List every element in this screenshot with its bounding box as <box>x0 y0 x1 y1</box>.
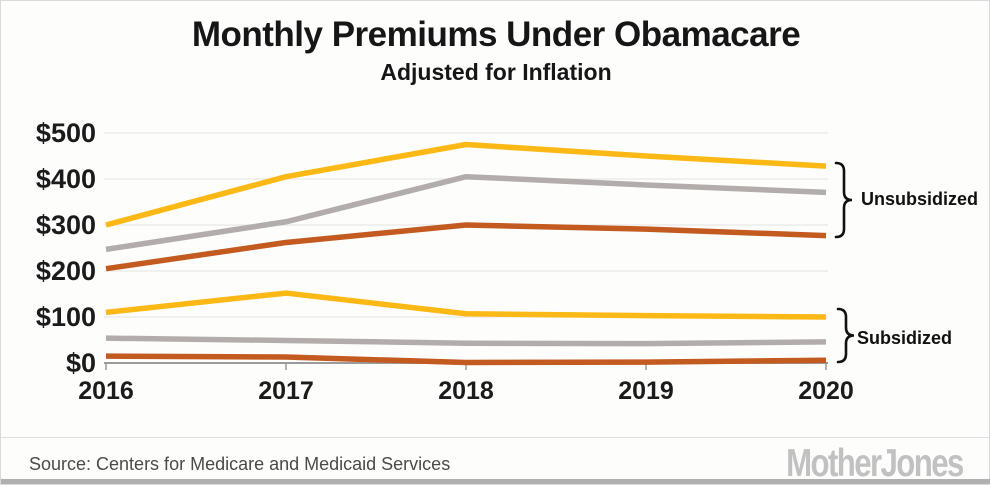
subsidized-label: Subsidized <box>857 328 953 348</box>
source-text: Source: Centers for Medicare and Medicai… <box>29 454 451 474</box>
series-line-bronze-subsidized <box>105 353 827 366</box>
series-line-silver-subsidized <box>105 335 827 347</box>
x-tick-label: 2016 <box>78 377 134 405</box>
unsubsidized-label: Unsubsidized <box>861 189 979 209</box>
y-tick-label: $300 <box>36 210 96 240</box>
bottom-border-bar <box>1 479 990 484</box>
y-tick-label: $500 <box>36 118 96 148</box>
series-line-bronze-unsubsidized <box>105 222 827 272</box>
x-tick-label: 2020 <box>798 377 854 405</box>
unsubsidized-brace <box>834 161 853 239</box>
footer-divider <box>1 437 990 438</box>
y-tick-label: $200 <box>36 256 96 286</box>
motherjones-logo: MotherJones <box>786 442 964 485</box>
subsidized-brace <box>836 307 855 364</box>
x-tick-label: 2019 <box>618 377 674 405</box>
series-line-gold-subsidized <box>105 290 827 320</box>
x-tick-label: 2018 <box>438 377 494 405</box>
y-tick-label: $400 <box>36 164 96 194</box>
y-tick-label: $0 <box>66 348 96 378</box>
chart-subtitle: Adjusted for Inflation <box>380 59 612 85</box>
series-line-silver-unsubsidized <box>105 173 827 253</box>
chart-title: Monthly Premiums Under Obamacare <box>191 15 801 54</box>
series-line-gold-unsubsidized <box>105 141 827 228</box>
x-tick-label: 2017 <box>258 377 314 405</box>
y-tick-label: $100 <box>36 302 96 332</box>
